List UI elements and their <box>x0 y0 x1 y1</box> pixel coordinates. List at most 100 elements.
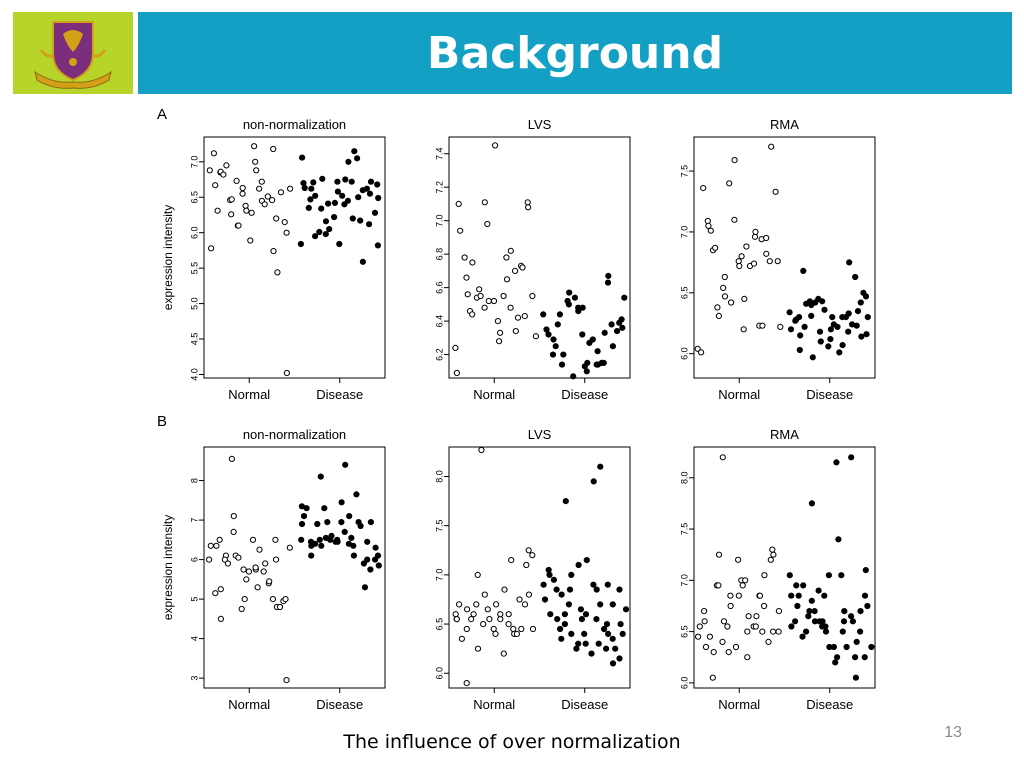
normal-point <box>258 178 265 185</box>
disease-point <box>792 618 799 625</box>
normal-point <box>507 247 514 254</box>
normal-point <box>501 586 508 593</box>
disease-point <box>803 628 810 635</box>
disease-point <box>374 181 381 188</box>
normal-point <box>252 158 259 165</box>
normal-point <box>224 560 232 567</box>
normal-point <box>473 601 480 608</box>
disease-point <box>801 323 808 330</box>
y-tick-label: 4 <box>189 636 199 641</box>
normal-point <box>274 269 281 276</box>
disease-point <box>796 346 803 354</box>
disease-point <box>853 322 860 329</box>
disease-point <box>849 618 856 625</box>
normal-point <box>456 601 463 608</box>
normal-point <box>283 677 290 684</box>
normal-point <box>529 625 537 633</box>
normal-point <box>463 680 470 687</box>
scatter-plot-a-lvs: LVS 6.2 6.4 6.6 6.8 7.0 7.2 7.4 Normal Disease <box>434 117 631 402</box>
disease-point <box>593 616 600 623</box>
normal-point <box>214 207 221 214</box>
disease-point <box>345 158 352 165</box>
normal-point <box>727 602 734 610</box>
normal-point <box>492 630 499 637</box>
normal-point <box>262 560 269 567</box>
normal-point <box>221 556 229 563</box>
disease-point <box>841 608 848 615</box>
disease-point <box>806 608 813 615</box>
disease-point <box>303 505 310 512</box>
normal-point <box>272 536 279 543</box>
x-tick-label: Disease <box>806 697 853 712</box>
normal-point <box>269 197 276 204</box>
normal-point <box>767 556 774 563</box>
disease-point <box>318 205 325 212</box>
disease-point <box>566 586 574 593</box>
normal-point <box>269 596 277 603</box>
normal-point <box>744 628 751 635</box>
normal-point <box>260 568 267 575</box>
normal-point <box>761 602 768 610</box>
disease-point <box>554 321 561 328</box>
disease-point <box>622 606 630 613</box>
crest-icon <box>34 21 112 89</box>
normal-point <box>514 314 522 321</box>
disease-point <box>374 552 382 559</box>
disease-point <box>322 231 329 238</box>
disease-point <box>552 343 559 350</box>
disease-point <box>786 572 793 579</box>
disease-point <box>322 218 330 225</box>
normal-point <box>480 621 487 628</box>
normal-point <box>228 211 235 218</box>
disease-point <box>367 519 374 526</box>
disease-point <box>300 513 308 520</box>
disease-point <box>619 324 626 331</box>
disease-point <box>786 309 793 316</box>
disease-point <box>338 499 345 506</box>
disease-point <box>372 544 379 551</box>
normal-point <box>701 618 708 625</box>
disease-point <box>796 314 803 321</box>
normal-point <box>212 590 219 597</box>
disease-point <box>609 635 616 642</box>
disease-point <box>595 640 602 647</box>
disease-point <box>344 197 351 204</box>
disease-point <box>348 534 355 542</box>
disease-point <box>795 592 802 599</box>
disease-point <box>310 179 317 186</box>
normal-point <box>525 204 532 211</box>
disease-point <box>359 258 366 265</box>
disease-point <box>839 342 846 349</box>
normal-point <box>532 333 539 340</box>
normal-point <box>248 209 255 216</box>
x-tick-label: Normal <box>718 387 760 402</box>
normal-point <box>235 222 242 229</box>
y-tick-label: 6 <box>189 557 199 562</box>
disease-point <box>355 194 362 201</box>
y-tick-label: 6.4 <box>434 315 444 328</box>
disease-point <box>575 561 582 569</box>
normal-point <box>283 369 291 377</box>
disease-point <box>863 331 870 338</box>
disease-point <box>577 606 584 613</box>
disease-point <box>594 348 601 355</box>
normal-point <box>210 150 218 157</box>
disease-point <box>364 556 371 563</box>
disease-point <box>862 293 870 300</box>
normal-point <box>726 180 733 187</box>
normal-point <box>763 250 770 257</box>
disease-point <box>834 323 841 330</box>
normal-point <box>251 143 258 150</box>
y-tick-label: 6.5 <box>679 287 689 300</box>
x-tick-label: Disease <box>561 697 608 712</box>
disease-point <box>363 185 370 192</box>
disease-point <box>582 640 589 647</box>
disease-point <box>562 498 569 505</box>
normal-point <box>770 628 777 635</box>
disease-point <box>822 623 829 630</box>
disease-point <box>604 581 611 588</box>
normal-point <box>233 177 240 185</box>
y-tick-label: 7.0 <box>189 156 199 169</box>
disease-point <box>836 349 843 356</box>
scatter-plot-a-non-normalization: non-normalization 4.0 4.5 5.0 5.5 6.0 6.5 7.0 ex… <box>161 117 386 402</box>
